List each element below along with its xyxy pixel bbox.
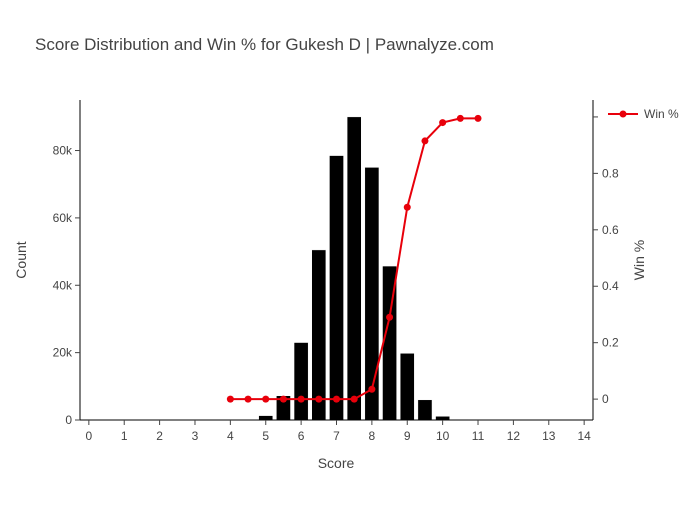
win-pct-point-10-5: [457, 115, 464, 122]
y-right-tick-label-0.6: 0.6: [602, 223, 619, 237]
x-axis-title: Score: [318, 455, 355, 471]
y-left-tick-label-0: 0: [65, 413, 72, 427]
x-tick-label-2: 2: [156, 429, 163, 443]
win-pct-point-6-5: [315, 396, 322, 403]
win-pct-point-9: [404, 204, 411, 211]
legend[interactable]: Win %: [608, 107, 679, 121]
bar-7-5: [347, 117, 361, 420]
x-tick-label-14: 14: [577, 429, 591, 443]
win-pct-point-11: [475, 115, 482, 122]
x-tick-label-8: 8: [369, 429, 376, 443]
x-tick-label-3: 3: [192, 429, 199, 443]
bar-6-5: [312, 250, 326, 420]
plot-area: [223, 115, 485, 420]
x-tick-label-5: 5: [262, 429, 269, 443]
y-left-tick-label-80000: 80k: [53, 144, 73, 158]
win-pct-point-4-5: [245, 396, 252, 403]
bar-9: [400, 353, 414, 420]
y-right-tick-label-0.4: 0.4: [602, 279, 619, 293]
y-right-tick-label-0.8: 0.8: [602, 166, 619, 180]
win-pct-point-9-5: [421, 137, 428, 144]
win-pct-point-5: [262, 396, 269, 403]
x-tick-label-10: 10: [436, 429, 450, 443]
legend-label-win-pct: Win %: [644, 107, 679, 121]
x-tick-label-12: 12: [507, 429, 521, 443]
x-tick-label-0: 0: [86, 429, 93, 443]
win-pct-point-5-5: [280, 396, 287, 403]
x-tick-label-9: 9: [404, 429, 411, 443]
bar-6: [294, 343, 308, 420]
win-pct-point-8-5: [386, 314, 393, 321]
x-tick-label-4: 4: [227, 429, 234, 443]
bar-9-5: [418, 400, 432, 420]
win-pct-point-10: [439, 119, 446, 126]
bar-10: [436, 416, 450, 420]
win-pct-point-7-5: [351, 396, 358, 403]
y-right-tick-label-0.2: 0.2: [602, 336, 619, 350]
y-left-tick-label-20000: 20k: [53, 346, 73, 360]
win-pct-point-6: [298, 396, 305, 403]
chart-title: Score Distribution and Win % for Gukesh …: [35, 35, 494, 54]
y-axis-right-title: Win %: [631, 240, 647, 280]
x-tick-label-13: 13: [542, 429, 556, 443]
bar-7: [329, 156, 343, 420]
win-pct-point-4: [227, 396, 234, 403]
x-tick-label-11: 11: [472, 429, 485, 443]
x-tick-label-6: 6: [298, 429, 305, 443]
y-left-tick-label-60000: 60k: [53, 211, 73, 225]
y-axis-left-title: Count: [13, 241, 29, 278]
win-pct-point-7: [333, 396, 340, 403]
x-tick-label-7: 7: [333, 429, 340, 443]
win-pct-point-8: [368, 386, 375, 393]
x-tick-label-1: 1: [121, 429, 128, 443]
y-left-tick-label-40000: 40k: [53, 278, 73, 292]
legend-marker-swatch: [620, 111, 627, 118]
bar-8: [365, 167, 379, 420]
bar-5: [259, 416, 273, 420]
y-right-tick-label-0: 0: [602, 392, 609, 406]
